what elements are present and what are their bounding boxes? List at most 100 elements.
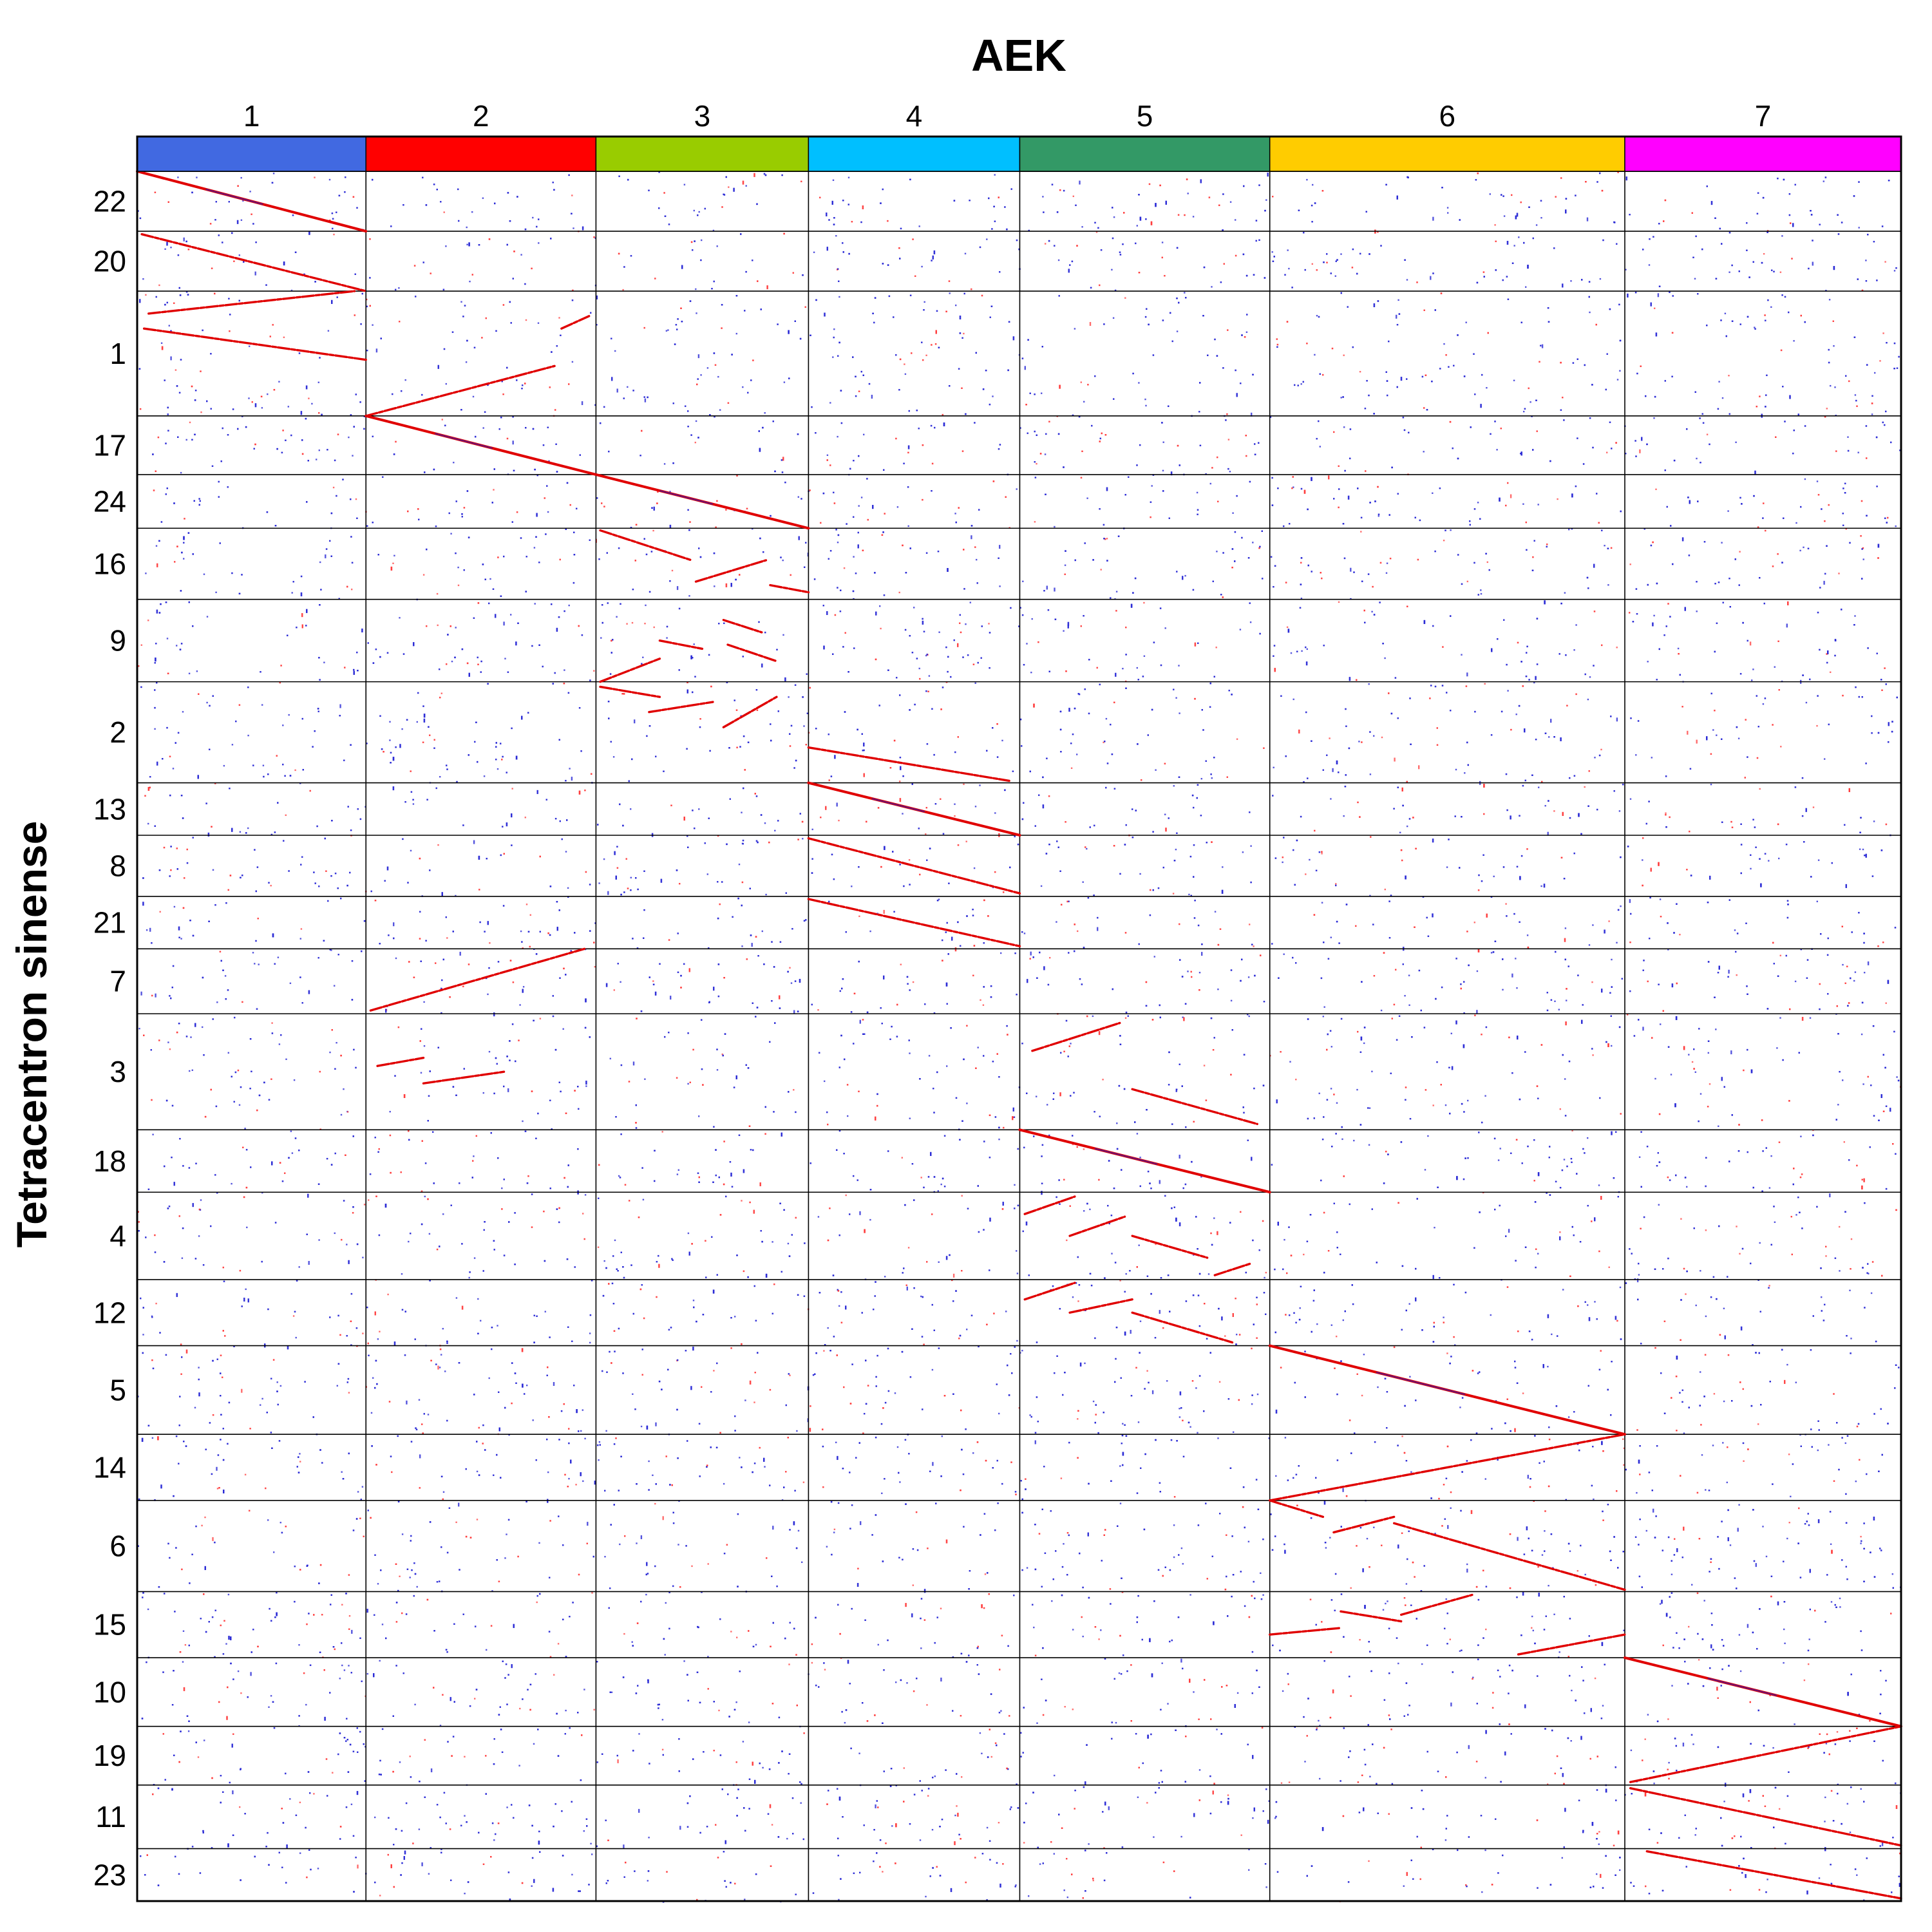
background-hit [538, 242, 540, 244]
background-hit [168, 325, 170, 327]
background-hit [1227, 1794, 1229, 1796]
background-hit [422, 574, 425, 576]
background-hit [1330, 1088, 1332, 1090]
background-hit [1710, 783, 1712, 786]
background-hit [1885, 1002, 1887, 1004]
background-hit [351, 1629, 353, 1634]
background-hit [1092, 1879, 1094, 1882]
background-hit [1718, 381, 1720, 383]
background-hit [197, 1756, 200, 1758]
background-hit [1705, 1315, 1707, 1318]
background-hit [1072, 1629, 1074, 1631]
background-hit [181, 1257, 184, 1259]
background-hit [1064, 1706, 1066, 1708]
background-hit [716, 1069, 719, 1071]
background-hit [1808, 1638, 1810, 1640]
background-hit [742, 1741, 744, 1743]
background-hit [416, 1586, 418, 1588]
background-hit [1496, 449, 1498, 451]
background-hit [279, 1385, 282, 1387]
background-hit [1046, 585, 1048, 590]
background-hit [151, 1437, 154, 1439]
background-hit [1533, 681, 1535, 684]
background-hit [489, 942, 491, 944]
background-hit [1201, 952, 1203, 956]
background-hit [201, 1524, 203, 1527]
background-hit [1838, 573, 1840, 574]
background-hit [829, 402, 831, 404]
background-hit [860, 1521, 862, 1526]
background-hit [1189, 1594, 1191, 1596]
background-hit [1405, 1583, 1408, 1585]
background-hit [774, 829, 776, 831]
background-hit [1066, 1239, 1068, 1242]
background-hit [1465, 321, 1467, 323]
background-hit [772, 1241, 773, 1243]
background-hit [177, 176, 179, 178]
background-hit [952, 1273, 955, 1278]
background-hit [1124, 297, 1126, 299]
background-hit [1636, 1492, 1638, 1494]
background-hit [903, 1767, 905, 1769]
background-hit [1330, 936, 1332, 938]
background-hit [1193, 1254, 1195, 1256]
background-hit [738, 864, 741, 866]
background-hit [1824, 1821, 1826, 1823]
background-hit [1484, 1095, 1486, 1097]
background-hit [612, 756, 615, 758]
background-hit [1386, 562, 1388, 564]
background-hit [1403, 1885, 1405, 1887]
background-hit [755, 1643, 757, 1646]
background-hit [838, 819, 840, 822]
background-hit [567, 887, 569, 889]
background-hit [188, 672, 191, 674]
background-hit [1728, 375, 1730, 377]
background-hit [289, 982, 292, 984]
background-hit [428, 1873, 430, 1875]
background-hit [1247, 976, 1250, 978]
background-hit [1122, 668, 1124, 670]
background-hit [557, 1643, 560, 1645]
background-hit [859, 1019, 861, 1024]
background-hit [389, 739, 391, 741]
background-hit [1151, 485, 1153, 487]
background-hit [593, 1709, 595, 1710]
background-hit [503, 621, 505, 626]
background-hit [1000, 1710, 1002, 1712]
background-hit [416, 721, 418, 723]
background-hit [1082, 881, 1084, 883]
background-hit [564, 669, 565, 671]
background-hit [761, 930, 763, 933]
background-hit [313, 1793, 315, 1795]
background-hit [1486, 387, 1488, 389]
background-hit [175, 369, 177, 371]
background-hit [1063, 1889, 1065, 1891]
background-hit [1490, 1314, 1492, 1316]
background-hit [665, 330, 668, 332]
background-hit [762, 1766, 764, 1769]
background-hit [392, 562, 394, 564]
background-hit [1788, 1454, 1790, 1455]
background-hit [443, 211, 445, 213]
background-hit [869, 930, 871, 933]
background-hit [992, 395, 994, 397]
background-hit [1406, 825, 1408, 828]
background-hit [954, 815, 956, 817]
background-hit [1795, 522, 1797, 524]
background-hit [764, 1466, 766, 1468]
background-hit [458, 1502, 460, 1507]
background-hit [504, 1557, 506, 1559]
background-hit [728, 186, 730, 188]
background-hit [379, 1331, 381, 1332]
background-hit [793, 1089, 795, 1091]
background-hit [261, 1191, 263, 1194]
background-hit [920, 1647, 922, 1649]
background-hit [1774, 666, 1776, 668]
background-hit [591, 1592, 593, 1594]
background-hit [940, 1183, 942, 1186]
background-hit [1660, 1023, 1662, 1025]
background-hit [1105, 717, 1108, 720]
background-hit [1629, 798, 1632, 800]
background-hit [362, 1256, 364, 1258]
background-hit [339, 704, 341, 708]
